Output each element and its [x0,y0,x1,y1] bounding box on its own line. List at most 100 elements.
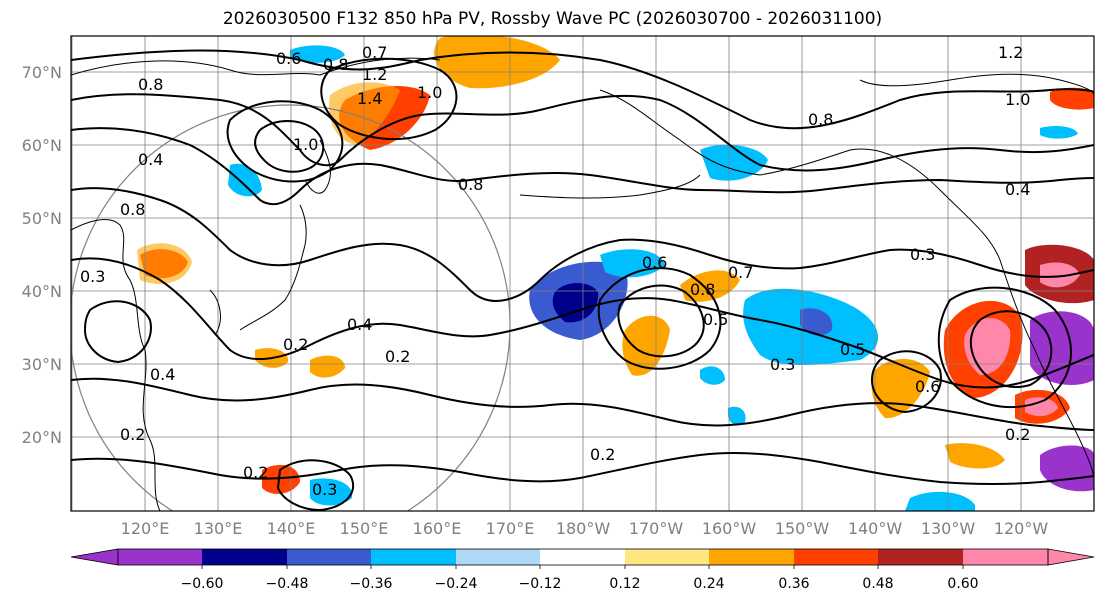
lat-label: 40°N [21,282,62,301]
colorbar-tick: 0.24 [693,576,725,592]
contour-south-2 [71,452,1094,486]
lon-label: 150°E [339,519,389,538]
contour-north-1 [71,49,1094,130]
shade-orange-south [945,443,1005,469]
coast-kamchatka [304,139,331,194]
lon-label: 150°W [774,519,830,538]
lon-label: 140°W [847,519,903,538]
shade-blue-south [905,491,975,511]
colorbar-tick: 0.12 [609,576,641,592]
contour-label: 0.8 [138,75,163,94]
chart-title: 2026030500 F132 850 hPa PV, Rossby Wave … [222,9,883,29]
lat-label: 20°N [21,428,62,447]
contour-label: 0.4 [1005,180,1030,199]
contour-label: 1.2 [362,65,387,84]
colorbar-tick: −0.12 [518,576,562,592]
shade-navy-central [552,283,599,323]
lon-label: 120°E [120,519,170,538]
coast-japan [239,204,307,331]
lon-label: 160°E [412,519,462,538]
radius-circle [71,104,511,511]
contour-label: 1.0 [293,135,318,154]
shade-orange-japan [310,355,345,378]
contour-ring-w [83,300,152,364]
colorbar-tick: 0.36 [778,576,810,592]
shade-blue-light-central [600,249,665,278]
contour-label: 0.8 [323,55,348,74]
contour-ring-kam-1 [226,100,344,183]
contour-label: 1.0 [1005,90,1030,109]
plot-frame [70,35,1095,512]
contour-ring-ne-1 [937,286,1072,408]
colorbar-tick: 0.60 [947,576,979,592]
contour-ring-central-2 [617,284,705,358]
contour-label: 0.6 [915,377,940,396]
shade-blue-hawaii [700,366,725,385]
contour-label: 0.6 [276,49,301,68]
contour-label: 0.5 [703,310,728,329]
coast-siberia [71,57,441,76]
contour-label: 0.2 [1005,425,1030,444]
contour-mid-2 [71,257,1094,389]
shade-blue-ne2 [1040,126,1078,139]
contour-north-3 [71,127,1094,206]
colorbar-tick: −0.48 [265,576,309,592]
contour-ring-se [870,350,942,414]
contour-ring-central-1 [597,267,722,370]
shade-purple-ne [1030,311,1094,385]
coast-namerica [999,259,1094,481]
contour-label: 0.8 [808,110,833,129]
shade-pink-south-east [1025,397,1058,417]
contour-ring-ne-2 [969,310,1053,388]
colorbar-tick: −0.60 [180,576,224,592]
lon-label: 130°E [193,519,243,538]
shade-blue-dark-east [800,308,833,336]
shade-orange-north [434,36,560,89]
contour-label: 0.3 [312,480,337,499]
lon-label: 170°W [628,519,684,538]
map-area: 0.7 0.6 0.8 1.2 1.4 1.0 1.0 0.8 0.4 0.8 … [71,36,1094,511]
contour-label: 0.4 [347,315,372,334]
lat-label: 50°N [21,209,62,228]
coast-korea [209,289,221,336]
colorbar-tick: 0.48 [862,576,894,592]
coast-aleutians [519,174,701,199]
contour-label: 0.2 [590,445,615,464]
contour-label: 0.2 [243,463,268,482]
colorbar-tick: −0.36 [349,576,393,592]
shade-blue-arctic [290,45,345,63]
colorbar-tick: −0.24 [434,576,478,592]
shade-pink-coast [1040,262,1080,288]
anomaly-shading [137,36,1094,511]
contour-label: 0.7 [728,263,753,282]
contour-label: 0.7 [362,43,387,62]
shade-orange-central [622,315,670,376]
contour-label: 0.8 [120,200,145,219]
contour-label: 0.8 [690,280,715,299]
contour-label: 1.2 [998,43,1023,62]
contour-ring-sw [276,459,355,511]
pv-contours [71,49,1094,511]
contour-label: 1.4 [357,89,382,108]
shade-blue-hawaii2 [728,406,746,426]
shade-blue-south-west [310,478,353,506]
contour-label: 0.3 [80,267,105,286]
contour-label: 0.4 [138,150,163,169]
coast-asia [71,219,161,511]
lon-label: 160°W [701,519,757,538]
contour-ring-north-1 [320,57,458,140]
contour-label-group: 0.7 0.6 0.8 1.2 1.4 1.0 1.0 0.8 0.4 0.8 … [80,43,1030,499]
contour-label: 0.5 [840,340,865,359]
contour-label: 1.0 [417,83,442,102]
contour-label: 0.2 [283,335,308,354]
lon-label: 170°E [485,519,535,538]
lat-label: 70°N [21,63,62,82]
graticule [71,36,1094,511]
shade-blue-alaska [700,144,768,181]
shade-orange-ne2 [1050,87,1094,110]
shade-blue-okhotsk [228,163,262,197]
lat-label: 60°N [21,136,62,155]
contour-south-1 [71,377,1094,431]
contour-label: 0.3 [910,245,935,264]
